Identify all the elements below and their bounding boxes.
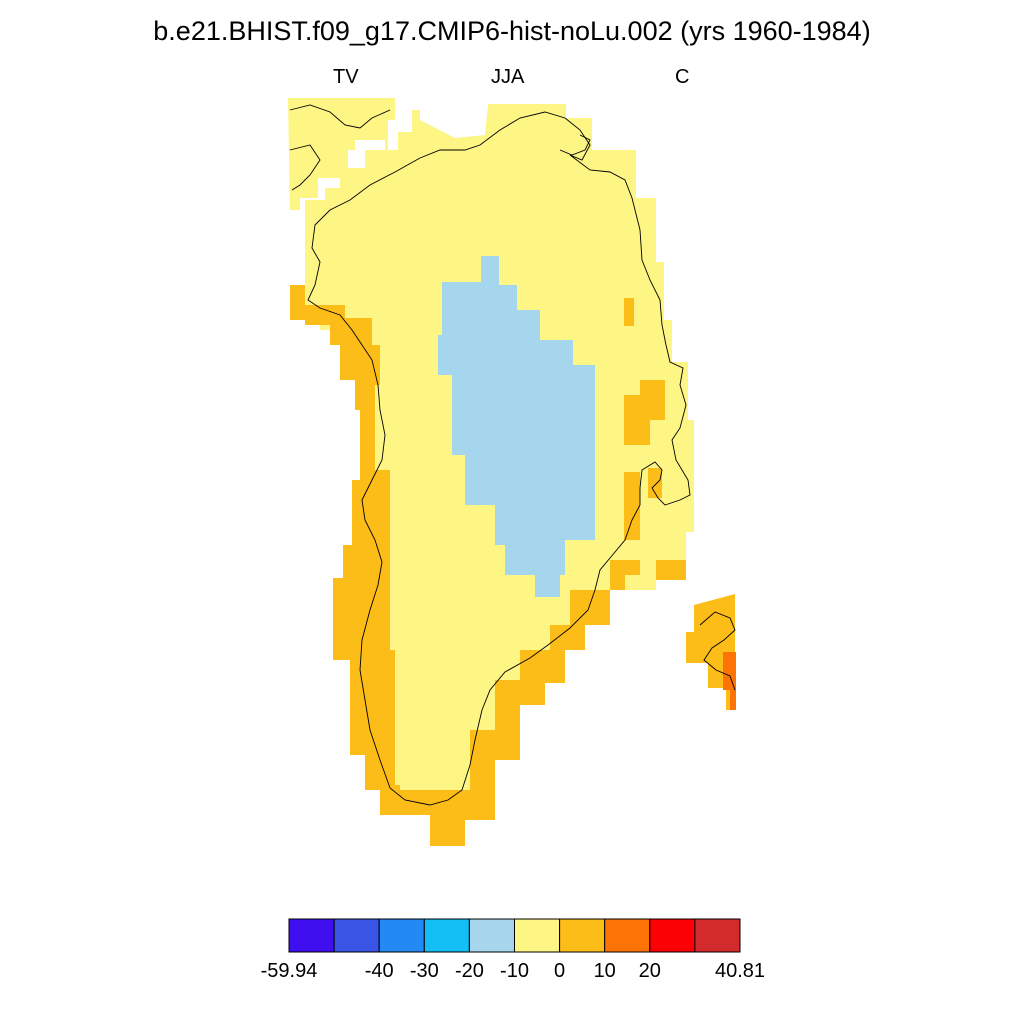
colorbar-box-5 [514,918,561,953]
subtitle-variable: TV [333,66,359,88]
field-neg10-0 [438,256,595,597]
field-10-20-east-3 [624,472,640,540]
colorbar-label: -40 [364,960,394,982]
field-10-20-west [290,265,625,846]
colorbar-box-8 [649,918,696,953]
colorbar-box-0 [288,918,335,953]
colorbar-label: -59.94 [260,960,318,982]
gap-3 [290,178,340,215]
colorbar-label: 10 [593,960,616,982]
colorbar-box-7 [604,918,651,953]
colorbar-label: 0 [554,960,566,982]
colorbar-label: 20 [638,960,661,982]
field-20-40-iceland [723,652,736,710]
colorbar-label: 40.81 [714,960,766,982]
field-10-20-east-5 [610,560,640,575]
gap-1 [388,98,412,150]
greenland-field [288,98,736,846]
colorbar-box-3 [423,918,470,953]
colorbar-box-4 [468,918,515,953]
plot-title: b.e21.BHIST.f09_g17.CMIP6-hist-noLu.002 … [153,16,871,46]
field-10-20-east-6 [656,560,686,580]
colorbar-box-6 [559,918,606,953]
field-10-20-east-1 [624,298,634,326]
colorbar-box-9 [694,918,741,953]
field-0-10-west-rim [305,265,320,305]
colorbar-label: -20 [454,960,484,982]
colorbar-box-2 [378,918,425,953]
subtitle-units: C [675,66,690,88]
gap-2 [348,140,385,168]
colorbar-label: -30 [409,960,439,982]
colorbar-box-1 [333,918,380,953]
colorbar-label: -10 [500,960,529,982]
subtitle-season: JJA [491,66,525,88]
colorbar [288,918,741,953]
field-10-20-east-2 [624,380,665,445]
coastline [289,104,736,806]
field-10-20-east-4 [648,468,662,498]
field-10-20-iceland [686,594,735,710]
